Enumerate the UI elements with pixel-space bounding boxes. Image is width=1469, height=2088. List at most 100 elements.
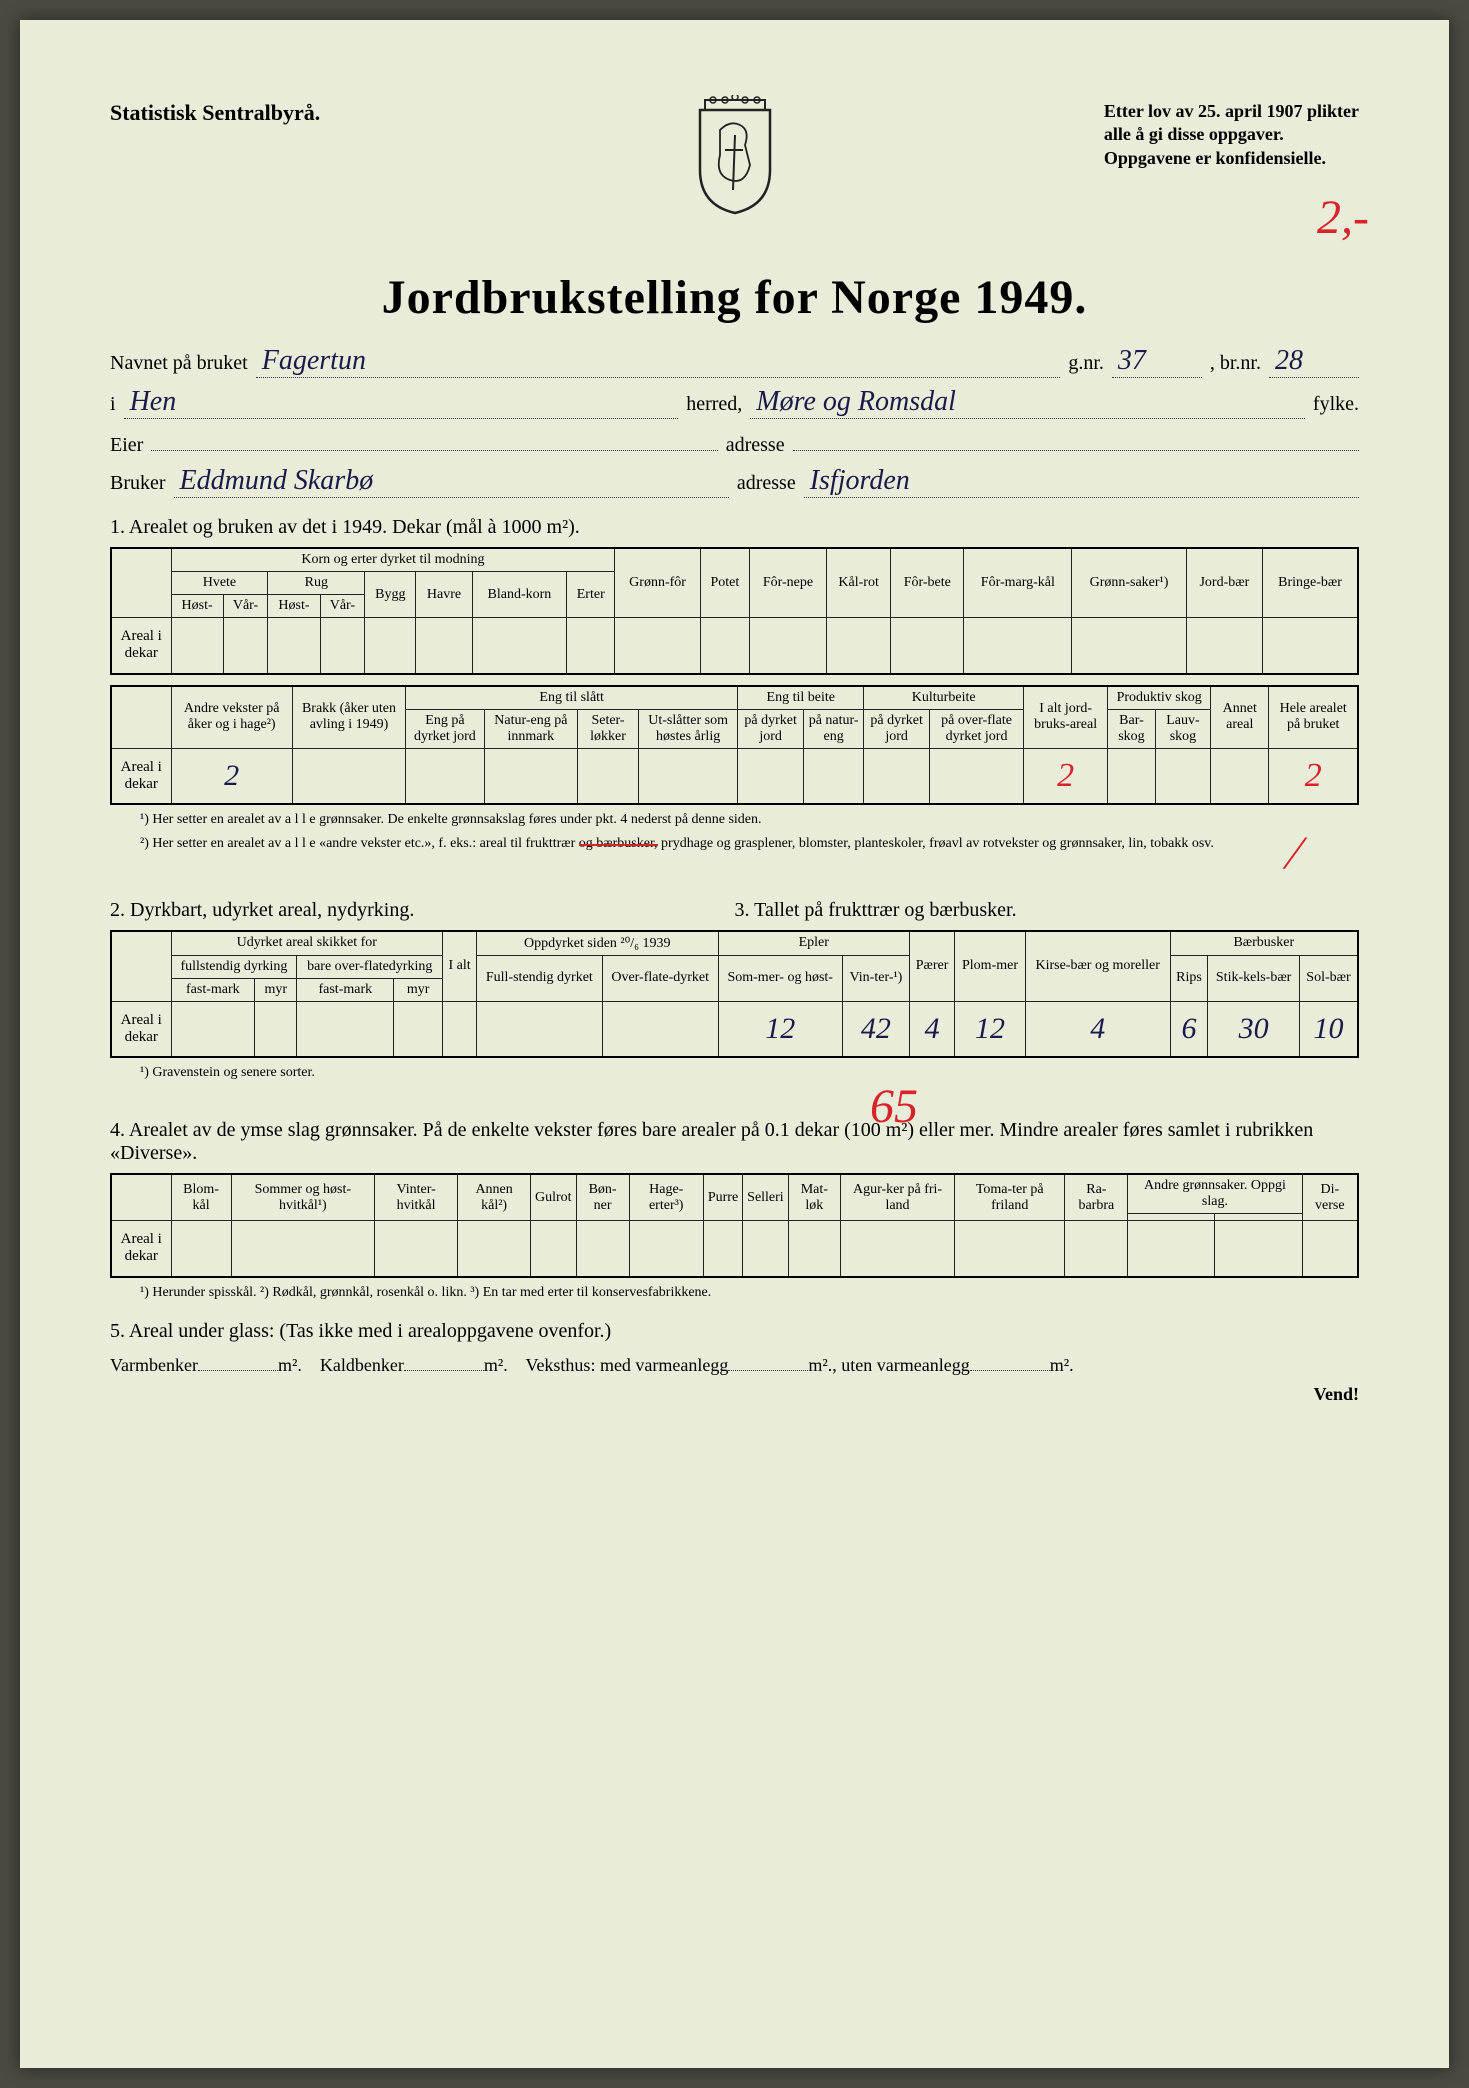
footnote-1: ¹) Her setter en arealet av a l l e grøn… [140,811,1359,829]
kaldbenker-fill [404,1355,484,1371]
cell [1155,748,1210,804]
table-1a: Korn og erter dyrket til modning Grønn-f… [110,547,1359,675]
cell [320,618,365,674]
th-potet: Potet [700,548,749,618]
cell [171,1001,255,1057]
th-andre-gronn: Andre grønnsaker. Oppgi slag. [1128,1174,1302,1214]
brnr-label: , br.nr. [1210,352,1261,375]
cell [171,1221,231,1277]
cell [394,1001,443,1057]
th-erter: Erter [567,572,615,618]
cell [930,748,1024,804]
cell-parer: 4 [909,1001,954,1057]
table-4: Blom-kål Sommer og høst-hvitkål¹) Vinter… [110,1173,1359,1278]
m2-4: m². [1050,1355,1074,1375]
th-rug: Rug [268,572,365,595]
th-vhvitkal: Vinter-hvitkål [374,1174,457,1221]
th-stikkels: Stik-kels-bær [1208,955,1300,1001]
th-selleri: Selleri [743,1174,789,1221]
th-oppdyrket: Oppdyrket siden ²⁰/₆ 1939 [476,931,718,956]
gnr-value: 37 [1112,345,1202,378]
th-seter: Seter-løkker [578,709,639,748]
bruker-adr-label: adresse [737,472,796,495]
th-barbusker: Bærbusker [1170,931,1358,956]
th-r-var: Vår- [320,595,365,618]
th-purre: Purre [703,1174,742,1221]
m2-3: m². [808,1355,832,1375]
th-hvete: Hvete [171,572,268,595]
th-andre-col2 [1215,1214,1302,1221]
red-annotation-top: 2,- [1317,190,1369,245]
cell-plommer: 12 [955,1001,1026,1057]
section3-heading: 3. Tallet på frukttrær og bærbusker. [735,899,1360,922]
varmbenker-label: Varmbenker [110,1355,198,1375]
cell [458,1221,531,1277]
i-label: i [110,393,116,416]
row-label-1a: Areal i dekar [111,618,171,674]
th-myr2: myr [394,978,443,1001]
th-gulrot: Gulrot [531,1174,577,1221]
fylke-label: fylke. [1313,393,1359,416]
navnet-label: Navnet på bruket [110,352,248,375]
cell [365,618,416,674]
section2-heading: 2. Dyrkbart, udyrket areal, nydyrking. [110,899,735,922]
bruker-adr-value: Isfjorden [804,465,1359,498]
footnote-2: ²) Her setter en arealet av a l l e «and… [140,835,1359,853]
cell [231,1221,374,1277]
cell-epler-vinter: 42 [842,1001,909,1057]
th-andre: Andre vekster på åker og i hage²) [171,686,292,749]
eier-adr-value [793,427,1359,451]
th-blomkal: Blom-kål [171,1174,231,1221]
cell [1302,1221,1358,1277]
th-engslatt: Eng til slått [406,686,738,710]
footnote-4: ¹) Herunder spisskål. ²) Rødkål, grønnkå… [140,1284,1359,1302]
th-matlok: Mat-løk [788,1174,840,1221]
cell-andre: 2 [171,748,292,804]
th-fornepe: Fôr-nepe [749,548,826,618]
th-prodskog: Produktiv skog [1108,686,1211,710]
cell [864,748,930,804]
cell [578,748,639,804]
herred-value: Møre og Romsdal [750,386,1305,419]
cell [703,1221,742,1277]
th-kirsebar: Kirse-bær og moreller [1025,931,1170,1002]
m2-1: m². [278,1355,302,1375]
th-brakk: Brakk (åker uten avling i 1949) [292,686,405,749]
table-1b: Andre vekster på åker og i hage²) Brakk … [110,685,1359,806]
cell [840,1221,954,1277]
cell-stikkels: 30 [1208,1001,1300,1057]
cell-hele: 2 [1269,748,1358,804]
th-barskog: Bar-skog [1108,709,1156,748]
kaldbenker-label: Kaldbenker [320,1355,404,1375]
uten-fill [970,1355,1050,1371]
i-value: Hen [124,386,679,419]
th-vinter: Vin-ter-¹) [842,955,909,1001]
cell [268,618,320,674]
form-line-bruker: Bruker Eddmund Skarbø adresse Isfjorden [110,465,1359,498]
row-label-23: Areal i dekar [111,1001,171,1057]
fn2b: prydhage og grasplener, blomster, plante… [658,836,1214,851]
cell [639,748,738,804]
cell [476,1001,602,1057]
th-bygg: Bygg [365,572,416,618]
cell [1186,618,1262,674]
th-h-var: Vår- [223,595,268,618]
page-title: Jordbrukstelling for Norge 1949. [110,270,1359,325]
eier-value [151,427,717,451]
cell [374,1221,457,1277]
th-fm1: fast-mark [171,978,255,1001]
cell [1128,1221,1215,1277]
th-annenkal: Annen kål²) [458,1174,531,1221]
cell-epler-sommer: 12 [718,1001,842,1057]
th-padyrket2: på dyrket jord [864,709,930,748]
cell [567,618,615,674]
form-line-eier: Eier adresse [110,427,1359,457]
cell [1065,1221,1128,1277]
th-andre-col1 [1128,1214,1215,1221]
cell [615,618,701,674]
th-utslatter: Ut-slåtter som høstes årlig [639,709,738,748]
th-gronnfor: Grønn-fôr [615,548,701,618]
cell [576,1221,629,1277]
red-slash-mark: ⁄ [1291,826,1299,881]
section5-heading: 5. Areal under glass: (Tas ikke med i ar… [110,1320,1359,1343]
